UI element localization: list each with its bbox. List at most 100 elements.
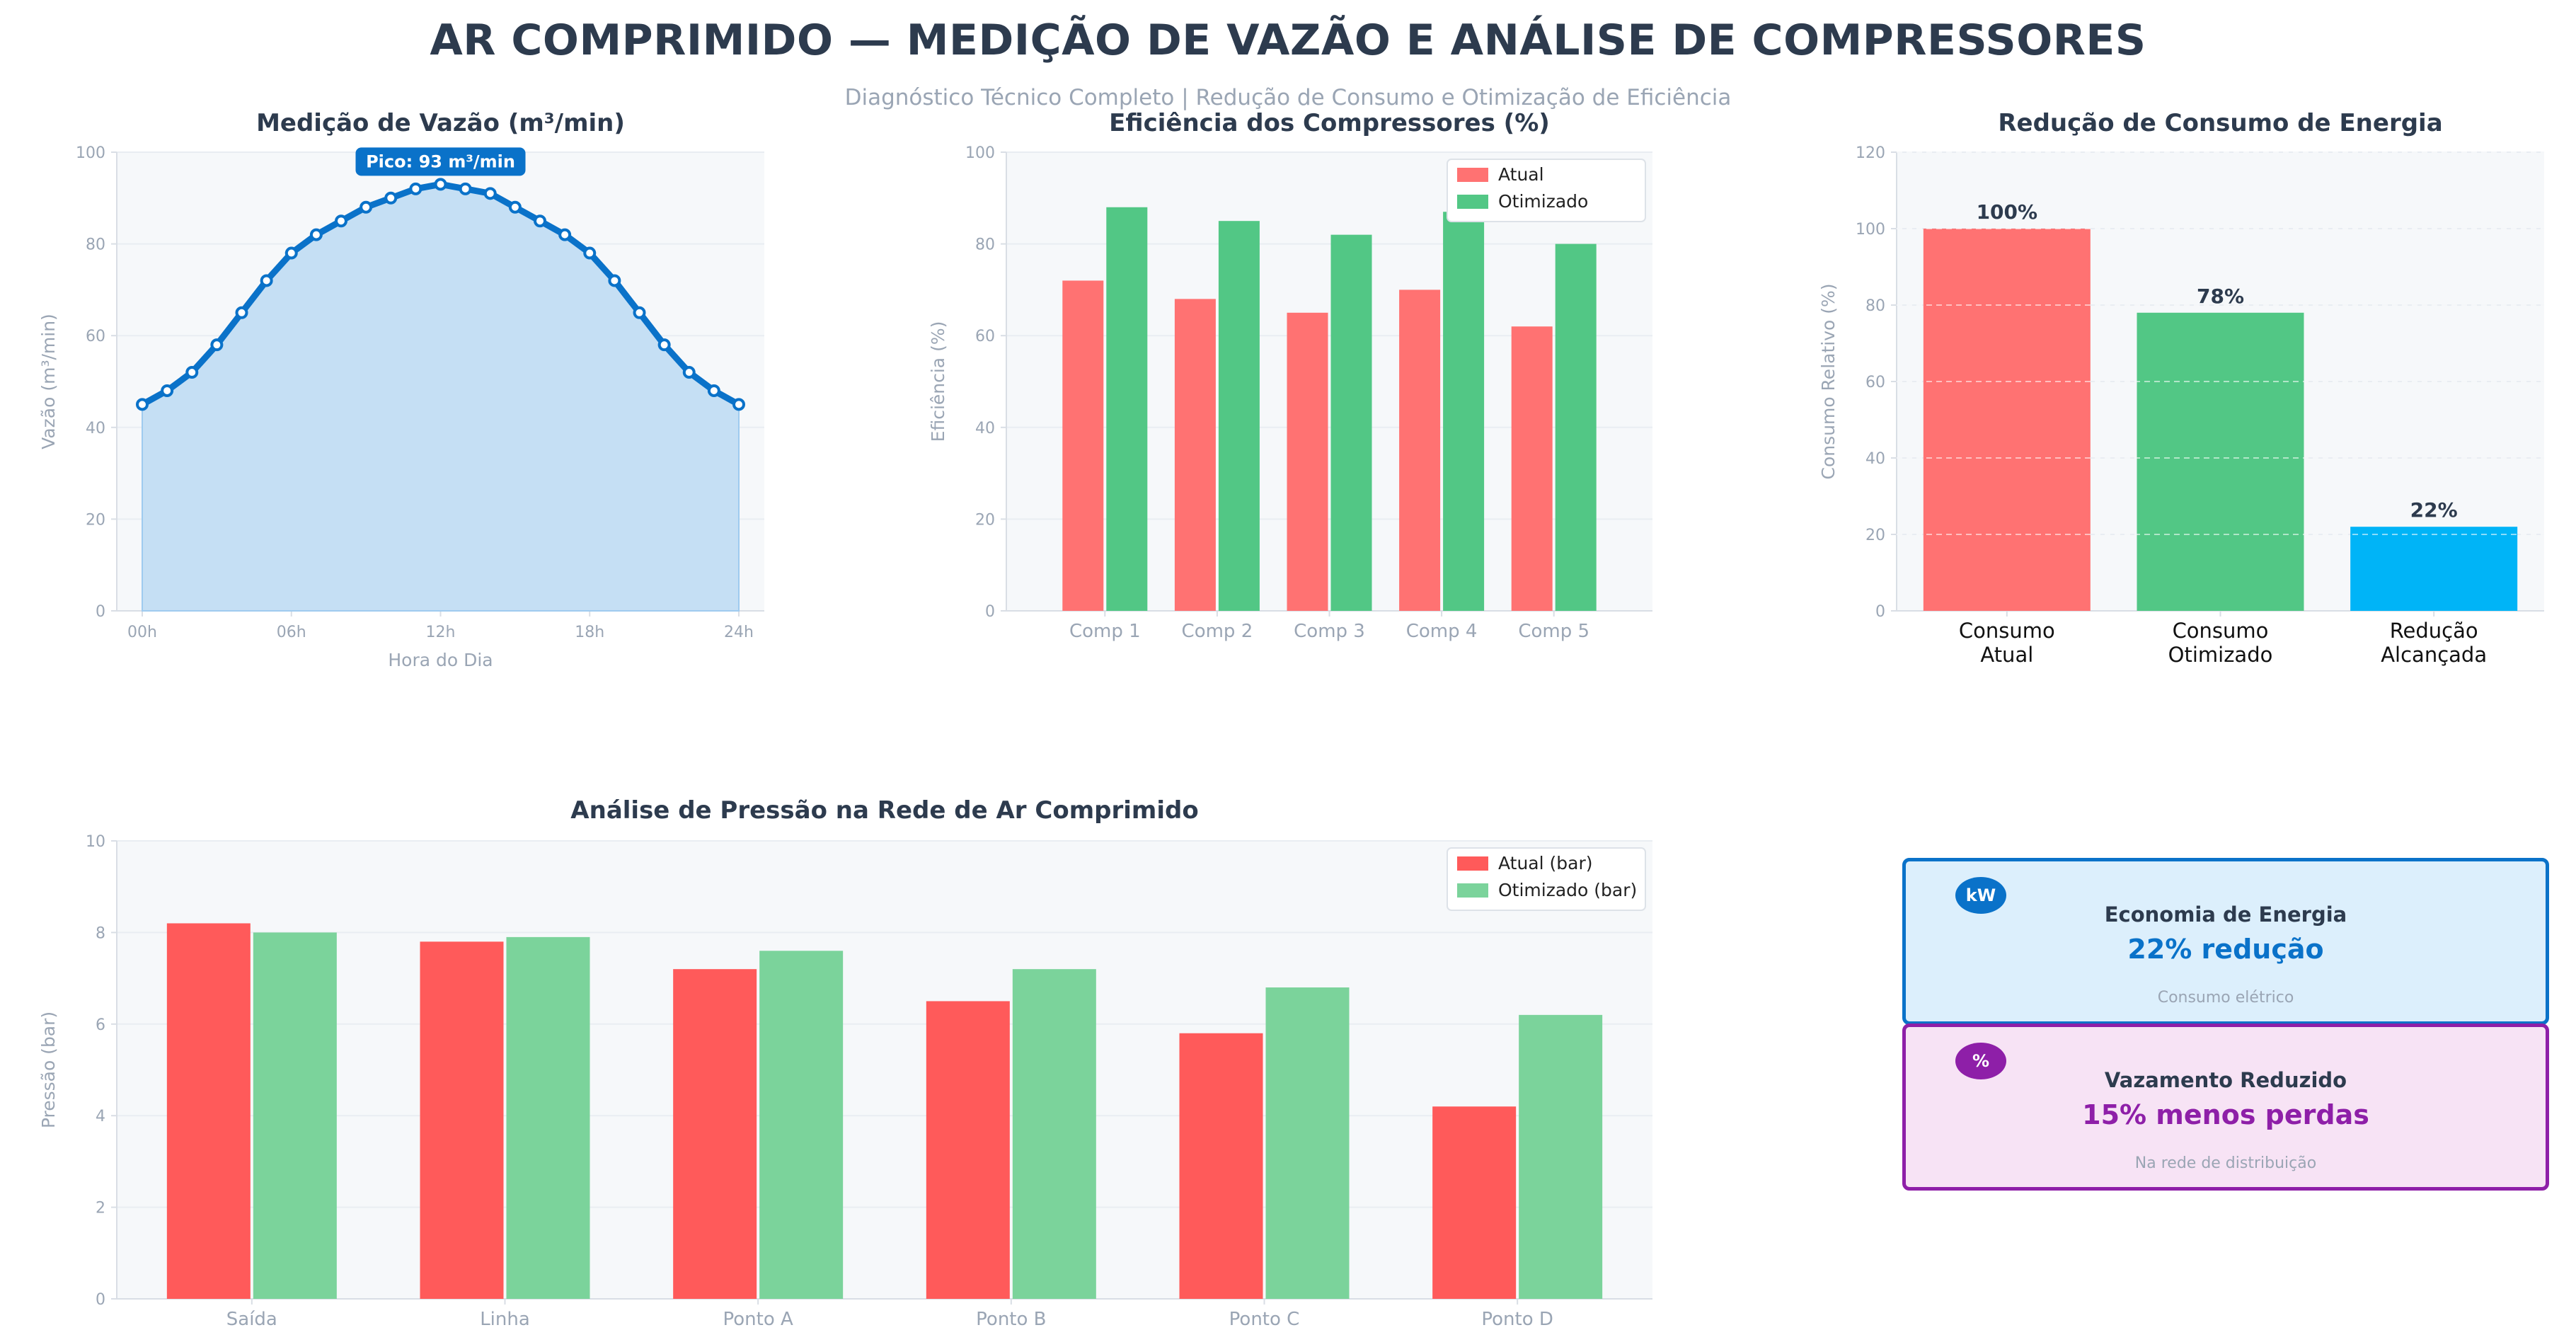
y-tick-label: 40	[86, 420, 105, 437]
y-tick-label: 60	[975, 328, 995, 345]
legend-label: Otimizado (bar)	[1498, 880, 1637, 900]
flow-point	[707, 384, 720, 397]
bar-value-label: 100%	[1977, 200, 2038, 224]
bar	[1106, 207, 1148, 611]
energy-kw-icon: kW	[1955, 877, 2006, 914]
flow-point	[732, 398, 745, 411]
flow-point	[508, 200, 522, 214]
x-axis-label: Hora do Dia	[388, 650, 493, 670]
x-tick-label: Ponto B	[976, 1309, 1046, 1330]
y-tick-label: 80	[1865, 297, 1885, 315]
bar	[166, 923, 251, 1299]
y-tick-label: 20	[1865, 527, 1885, 544]
flow-point	[558, 228, 572, 241]
energy-savings-value: 22% redução	[2127, 934, 2324, 965]
y-tick-label: 20	[86, 511, 105, 529]
energy-savings-card: kW Economia de Energia 22% redução Consu…	[1902, 858, 2549, 1025]
y-tick-label: 80	[86, 236, 105, 254]
chart-title: Redução de Consumo de Energia	[1998, 109, 2442, 137]
bar	[759, 951, 844, 1299]
flow-point	[534, 214, 546, 228]
flow-point	[185, 366, 199, 379]
chart-title: Análise de Pressão na Rede de Ar Comprim…	[570, 796, 1198, 825]
x-tick-label: Ponto A	[723, 1309, 794, 1330]
x-tick-label: Saída	[226, 1309, 277, 1330]
y-tick-label: 10	[86, 833, 105, 851]
legend-box	[1447, 847, 1646, 911]
x-tick-label: Comp 1	[1069, 621, 1141, 642]
chart-title: Medição de Vazão (m³/min)	[256, 109, 625, 137]
x-tick-label: Redução	[2390, 619, 2478, 643]
y-axis-label: Pressão (bar)	[38, 1011, 59, 1128]
bar	[1511, 326, 1553, 611]
x-tick-label: Alcançada	[2381, 643, 2487, 667]
compressor-efficiency-chart: 0 20 40 60 80 100 Eficiência dos Compressores …	[928, 109, 1652, 642]
y-tick-label: 4	[96, 1108, 105, 1125]
flow-point	[210, 338, 224, 352]
y-tick-label: 80	[975, 236, 995, 254]
y-axis-label: Consumo Relativo (%)	[1818, 283, 1839, 479]
x-tick-label: Consumo	[2173, 619, 2269, 643]
flow-point	[583, 246, 597, 260]
plot-background	[117, 841, 1652, 1299]
bar	[1287, 312, 1328, 611]
energy-savings-title: Economia de Energia	[2104, 902, 2347, 927]
flow-point	[682, 366, 696, 379]
y-tick-label: 60	[86, 328, 105, 345]
y-tick-label: 20	[975, 511, 995, 529]
x-tick-label: Ponto D	[1481, 1309, 1553, 1330]
bar	[1443, 212, 1485, 611]
y-tick-label: 40	[1865, 450, 1885, 468]
flow-point	[608, 274, 621, 287]
flow-point	[136, 398, 149, 411]
leak-reduction-title: Vazamento Reduzido	[2104, 1068, 2347, 1092]
y-tick-label: 100	[1856, 221, 1885, 239]
y-tick-label: 100	[76, 144, 105, 162]
x-tick-label: Otimizado	[2168, 643, 2273, 667]
x-tick-label: 00h	[127, 624, 157, 641]
bar	[1555, 243, 1597, 612]
bar	[926, 1001, 1010, 1299]
y-tick-label: 0	[985, 603, 995, 621]
flow-point	[284, 246, 298, 260]
legend-label: Atual (bar)	[1498, 853, 1593, 873]
x-tick-label: Comp 3	[1294, 621, 1365, 642]
flow-point	[335, 214, 347, 228]
bar	[1519, 1014, 1603, 1299]
x-tick-label: 12h	[426, 624, 456, 641]
x-tick-label: 18h	[575, 624, 604, 641]
chart-title: Eficiência dos Compressores (%)	[1109, 109, 1550, 137]
x-tick-label: 24h	[724, 624, 754, 641]
bar	[1218, 221, 1260, 611]
bar	[673, 969, 757, 1299]
flow-point	[633, 306, 646, 319]
y-tick-label: 0	[96, 603, 105, 621]
y-tick-label: 6	[96, 1016, 105, 1034]
flow-chart: 0 20 40 60 80 100 Medição de Vazão (m³/min) Vaz…	[38, 109, 764, 670]
bar	[1062, 280, 1104, 611]
flow-point	[657, 338, 671, 352]
bar	[506, 936, 590, 1299]
bar	[1012, 969, 1096, 1299]
x-tick-label: Ponto C	[1229, 1309, 1300, 1330]
leak-reduction-card: % Vazamento Reduzido 15% menos perdas Na…	[1902, 1024, 2549, 1191]
flow-point	[260, 274, 273, 287]
x-tick-label: Comp 4	[1406, 621, 1478, 642]
flow-point	[409, 182, 422, 195]
legend-swatch	[1457, 856, 1488, 871]
legend-label: Atual	[1498, 164, 1544, 185]
legend-swatch	[1457, 195, 1488, 209]
bar	[2137, 312, 2304, 611]
bar	[253, 932, 337, 1299]
flow-point	[384, 191, 398, 205]
bar	[1179, 1033, 1263, 1299]
bar	[1399, 289, 1441, 611]
bar-value-label: 22%	[2410, 498, 2458, 522]
bar	[420, 941, 504, 1299]
legend-label: Otimizado	[1498, 191, 1588, 212]
x-tick-label: Linha	[480, 1309, 530, 1330]
energy-reduction-chart: 0 20 40 60 80 100 120 Redução de Consumo de Ene…	[1818, 109, 2544, 667]
bar	[1174, 299, 1216, 611]
bar	[1923, 229, 2091, 611]
page-title: AR COMPRIMIDO — MEDIÇÃO DE VAZÃO E ANÁLI…	[430, 16, 2146, 65]
